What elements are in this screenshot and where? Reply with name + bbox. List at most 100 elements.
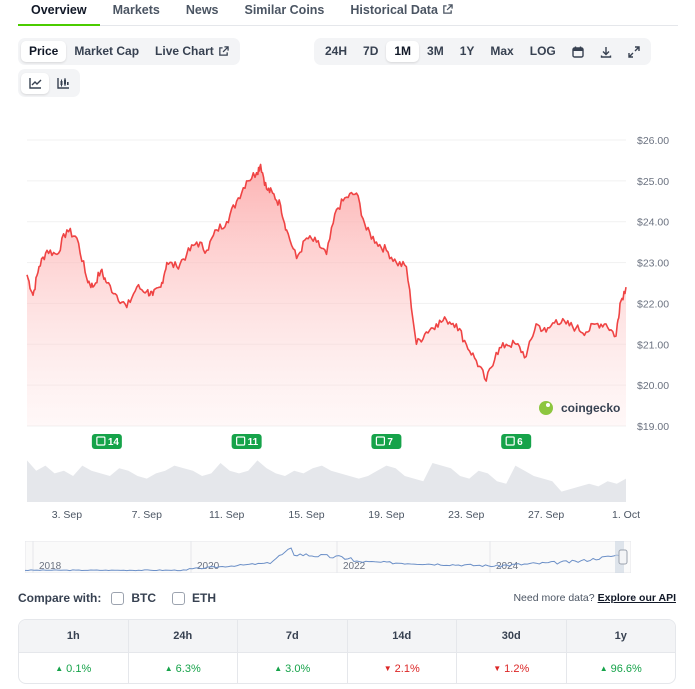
caret-down-icon: ▼ <box>383 664 392 673</box>
tab-news[interactable]: News <box>185 3 219 17</box>
news-icon <box>96 436 106 446</box>
x-tick-label: 27. Sep <box>528 509 564 521</box>
range-7d-button[interactable]: 7D <box>363 44 379 58</box>
change-1y: ▲ 96.6% <box>566 652 675 683</box>
candlestick-chart-icon <box>56 78 69 89</box>
y-tick-label: $24.00 <box>637 217 669 229</box>
candlestick-chart-button[interactable] <box>49 73 77 94</box>
navigator-years: 2018 2020 2022 2024 <box>32 541 519 573</box>
price-change-values: ▲ 0.1% ▲ 6.3% ▲ 3.0% ▼ 2.1% ▼ 1.2% ▲ 96.6% <box>19 652 675 683</box>
main-tabs: Overview Markets News Similar Coins Hist… <box>18 0 678 26</box>
range-navigator[interactable]: 2018 2020 2022 2024 <box>25 541 631 573</box>
x-tick-label: 7. Sep <box>132 509 163 521</box>
chart-type-selector: Price Market Cap Live Chart <box>18 38 240 65</box>
change-14d: ▼ 2.1% <box>347 652 457 683</box>
event-markers: 14 11 7 6 <box>91 434 532 449</box>
compare-label: Compare with: <box>18 591 102 605</box>
navigator-series <box>25 547 624 572</box>
fullscreen-button[interactable] <box>620 41 648 62</box>
range-24h-button[interactable]: 24H <box>325 44 348 58</box>
line-chart-icon <box>28 78 41 89</box>
navigator-handle[interactable] <box>618 549 628 565</box>
range-1y-button[interactable]: 1Y <box>459 44 475 58</box>
live-chart-button[interactable]: Live Chart <box>147 41 237 62</box>
view-mode-selector <box>18 69 80 97</box>
log-scale-button[interactable]: LOG <box>529 44 556 58</box>
range-selector: 24H 7D 1M 3M 1Y Max LOG <box>314 38 651 65</box>
calendar-button[interactable] <box>564 41 592 62</box>
x-tick-label: 3. Sep <box>52 509 83 521</box>
y-tick-label: $22.00 <box>637 298 669 310</box>
coingecko-logo-eye <box>546 403 550 407</box>
checkbox-box[interactable] <box>111 591 125 605</box>
caret-down-icon: ▼ <box>493 664 502 673</box>
explore-api-link[interactable]: Explore our API <box>597 592 676 604</box>
navigator-year-label: 2024 <box>496 561 519 572</box>
change-30d: ▼ 1.2% <box>457 652 567 683</box>
line-chart-button[interactable] <box>21 72 49 94</box>
external-link-icon <box>443 4 453 14</box>
tab-historical-data[interactable]: Historical Data <box>337 0 466 26</box>
news-icon <box>505 436 515 446</box>
y-tick-label: $19.00 <box>637 421 669 433</box>
navigator-year-label: 2022 <box>343 561 366 572</box>
x-tick-label: 23. Sep <box>448 509 484 521</box>
watermark-text: coingecko <box>561 401 620 415</box>
news-icon <box>236 436 246 446</box>
checkbox-box[interactable] <box>172 591 186 605</box>
period-1y: 1y <box>614 630 627 642</box>
y-tick-label: $21.00 <box>637 339 669 351</box>
event-marker[interactable]: 14 <box>91 434 122 449</box>
y-tick-label: $20.00 <box>637 380 669 392</box>
y-tick-label: $23.00 <box>637 258 669 270</box>
download-button[interactable] <box>592 41 620 62</box>
caret-up-icon: ▲ <box>599 664 608 673</box>
tab-similar-coins[interactable]: Similar Coins <box>244 3 325 17</box>
news-icon <box>375 436 385 446</box>
y-axis-ticks: $26.00 $25.00 $24.00 $23.00 $22.00 $21.00 $20.… <box>637 135 669 433</box>
calendar-icon <box>572 46 584 58</box>
market-cap-button[interactable]: Market Cap <box>74 44 140 58</box>
event-count: 6 <box>517 437 523 448</box>
price-line <box>26 163 627 382</box>
period-7d: 7d <box>238 620 348 652</box>
compare-row: Compare with: BTC ETH <box>18 591 232 605</box>
x-tick-label: 19. Sep <box>368 509 404 521</box>
period-30d: 30d <box>457 620 567 652</box>
download-icon <box>600 46 611 58</box>
navigator-year-label: 2018 <box>39 561 62 572</box>
event-marker[interactable]: 11 <box>231 434 262 449</box>
x-axis-ticks: 3. Sep 7. Sep 11. Sep 15. Sep 19. Sep 23. Sep… <box>52 509 640 521</box>
event-count: 11 <box>248 437 259 448</box>
api-promo: Need more data? Explore our API <box>513 592 676 604</box>
price-change-header: 1h 24h 7d 14d 30d 1y <box>19 620 675 652</box>
external-link-icon <box>218 46 229 56</box>
caret-up-icon: ▲ <box>55 664 64 673</box>
x-tick-label: 15. Sep <box>288 509 324 521</box>
price-chart[interactable]: $26.00 $25.00 $24.00 $23.00 $22.00 $21.00 $20.… <box>0 120 695 525</box>
range-max-button[interactable]: Max <box>490 44 514 58</box>
change-7d: ▲ 3.0% <box>238 652 348 683</box>
tab-overview[interactable]: Overview <box>18 0 100 26</box>
event-count: 14 <box>108 437 120 448</box>
price-button[interactable]: Price <box>21 41 67 62</box>
price-change-table: 1h 24h 7d 14d 30d 1y ▲ 0.1% ▲ 6.3% ▲ 3.0% ▼… <box>18 619 676 684</box>
x-tick-label: 11. Sep <box>209 509 245 521</box>
range-1m-button[interactable]: 1M <box>386 41 420 62</box>
tab-markets[interactable]: Markets <box>112 3 160 17</box>
caret-up-icon: ▲ <box>164 664 173 673</box>
range-3m-button[interactable]: 3M <box>427 44 444 58</box>
period-14d: 14d <box>348 620 457 652</box>
event-marker[interactable]: 7 <box>371 434 402 449</box>
volume-bars <box>27 460 626 502</box>
compare-btc-checkbox[interactable]: BTC <box>111 591 156 605</box>
coingecko-watermark: coingecko <box>539 401 620 415</box>
period-1h: 1h <box>19 620 129 652</box>
compare-eth-checkbox[interactable]: ETH <box>172 591 216 605</box>
navigator-year-label: 2020 <box>197 561 220 572</box>
change-1h: ▲ 0.1% <box>19 652 129 683</box>
y-tick-label: $25.00 <box>637 176 669 188</box>
event-marker[interactable]: 6 <box>501 434 532 449</box>
navigator-background <box>25 541 631 573</box>
caret-up-icon: ▲ <box>274 664 283 673</box>
